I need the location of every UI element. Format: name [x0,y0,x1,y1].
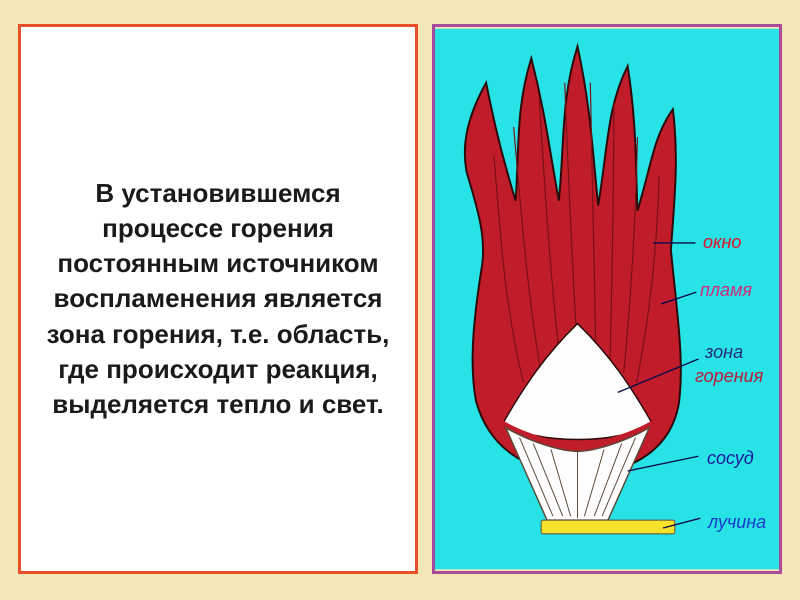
label-plamya: пламя [700,281,752,301]
luchina-shape [541,520,675,534]
text-panel: В установившемся процессе горения постоя… [18,24,418,574]
label-goreniya: горения [695,367,763,387]
diagram-panel: окно пламя зона горения сосуд лучина [432,24,782,574]
label-okno: окно [703,233,741,253]
label-zona: зона [705,343,743,363]
body-text: В установившемся процессе горения постоя… [39,176,397,422]
label-sosud: сосуд [707,449,754,469]
label-luchina: лучина [708,513,766,533]
